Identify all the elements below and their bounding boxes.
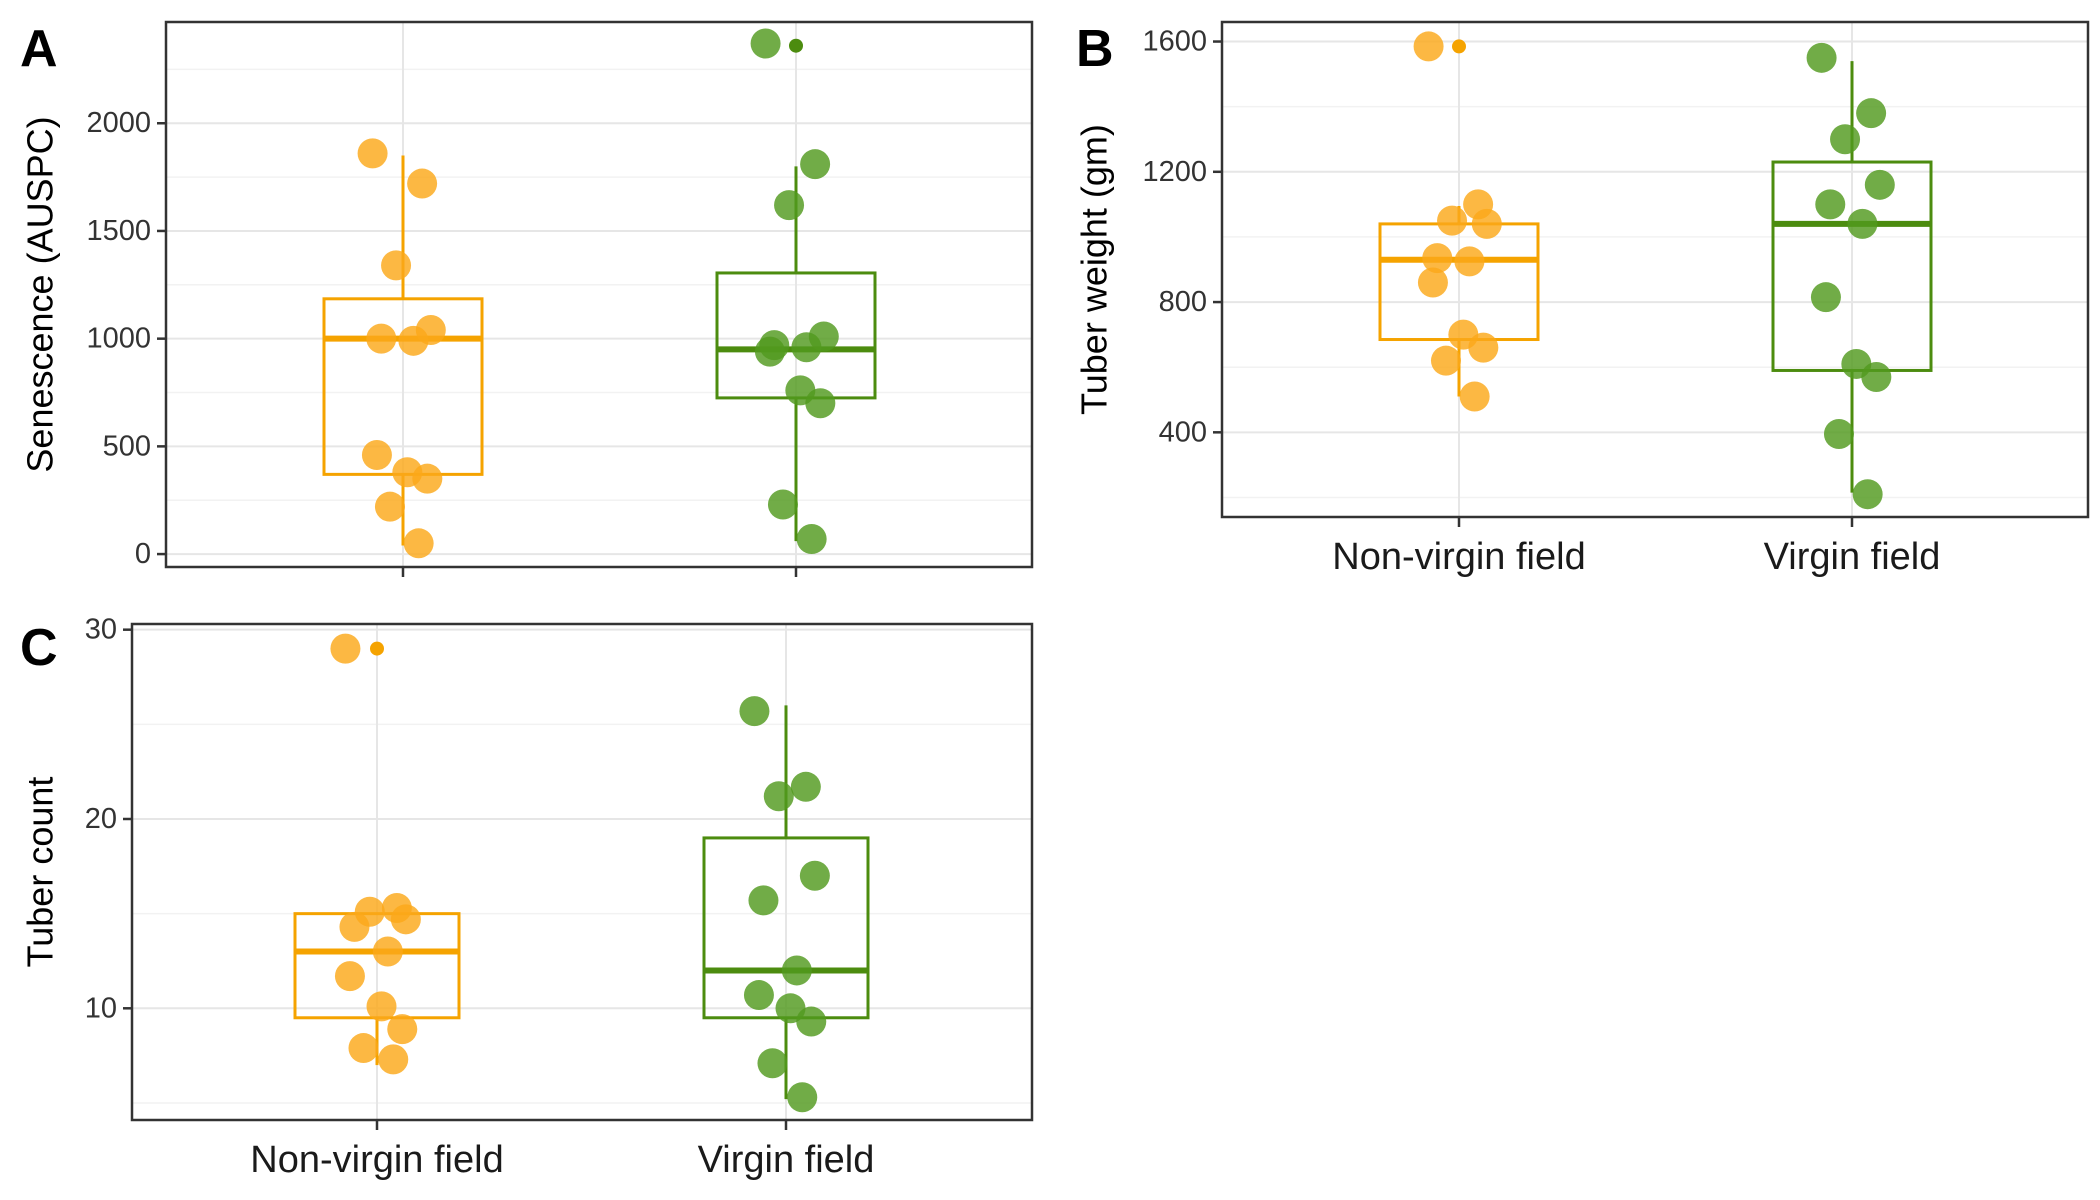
data-point xyxy=(330,633,361,664)
y-tick-label: 500 xyxy=(103,430,151,462)
panel-border xyxy=(130,622,1034,1122)
data-point xyxy=(1422,243,1453,274)
data-point xyxy=(1471,208,1502,239)
data-point xyxy=(1823,418,1854,449)
y-tick-label: 20 xyxy=(85,803,117,835)
outlier-point xyxy=(1452,39,1466,54)
y-tick-label: 1600 xyxy=(1142,26,1207,58)
x-tick-label: Virgin field xyxy=(698,1139,875,1181)
data-point xyxy=(757,1048,788,1079)
data-point xyxy=(334,961,365,992)
data-point xyxy=(1861,361,1892,392)
series-non-virgin-field xyxy=(322,138,484,559)
x-tick-label: Non-virgin field xyxy=(250,1139,503,1181)
panel-letter: B xyxy=(1076,20,1114,78)
data-point xyxy=(800,149,831,180)
data-point xyxy=(796,523,827,554)
outlier-point xyxy=(370,641,384,656)
y-tick-label: 1000 xyxy=(86,323,151,355)
data-point xyxy=(374,491,405,522)
data-point xyxy=(372,936,403,967)
y-tick-label: 1200 xyxy=(1142,156,1207,188)
data-point xyxy=(357,138,388,169)
y-tick-label: 10 xyxy=(85,992,117,1024)
data-point xyxy=(750,28,781,59)
data-point xyxy=(787,1082,818,1113)
y-tick-label: 2000 xyxy=(86,107,151,139)
y-tick-label: 1500 xyxy=(86,215,151,247)
data-point xyxy=(1856,98,1887,129)
plot-background xyxy=(132,624,1032,1120)
data-point xyxy=(748,885,779,916)
data-point xyxy=(407,168,438,199)
data-point xyxy=(799,860,830,891)
y-tick-label: 400 xyxy=(1159,416,1207,448)
data-point xyxy=(339,911,370,942)
data-point xyxy=(754,336,785,367)
data-point xyxy=(387,1014,418,1045)
outlier-point xyxy=(789,38,803,53)
series-non-virgin-field xyxy=(293,633,461,1075)
data-point xyxy=(1864,169,1895,200)
data-point xyxy=(743,980,774,1011)
data-point xyxy=(1454,246,1485,277)
data-point xyxy=(790,771,821,802)
data-point xyxy=(791,332,822,363)
x-tick-label: Non-virgin field xyxy=(1332,536,1585,578)
data-point xyxy=(1810,282,1841,313)
y-tick-label: 30 xyxy=(85,614,117,646)
plot-background xyxy=(1222,22,2088,517)
y-axis-title: Tuber weight (gm) xyxy=(1074,124,1115,415)
data-point xyxy=(1459,381,1490,412)
data-point xyxy=(366,323,397,354)
data-point xyxy=(739,696,770,727)
series-non-virgin-field xyxy=(1378,31,1540,412)
data-point xyxy=(378,1044,409,1075)
data-point xyxy=(398,325,429,356)
x-tick-label: Virgin field xyxy=(1764,536,1941,578)
data-point xyxy=(1413,31,1444,62)
y-axis-title: Tuber count xyxy=(20,777,61,968)
data-point xyxy=(1852,479,1883,510)
data-point xyxy=(1437,205,1468,236)
data-point xyxy=(1806,42,1837,73)
data-point xyxy=(1468,332,1499,363)
data-point xyxy=(763,781,794,812)
panel-border xyxy=(1220,20,2090,519)
series-virgin-field xyxy=(702,696,870,1113)
data-point xyxy=(796,1006,827,1037)
panel-letter: A xyxy=(20,20,58,78)
data-point xyxy=(381,250,412,281)
data-point xyxy=(412,463,443,494)
data-point xyxy=(1847,208,1878,239)
series-virgin-field xyxy=(1771,42,1933,510)
y-tick-label: 800 xyxy=(1159,286,1207,318)
plot-background xyxy=(166,22,1032,567)
panel-border xyxy=(164,20,1034,569)
series-virgin-field xyxy=(715,28,877,554)
data-point xyxy=(1417,267,1448,298)
y-axis-title: Senescence (AUSPC) xyxy=(20,116,61,472)
data-point xyxy=(361,439,392,470)
data-point xyxy=(390,904,421,935)
data-point xyxy=(1815,189,1846,220)
data-point xyxy=(767,489,798,520)
data-point xyxy=(1830,124,1861,155)
panel-c: 10 20 30 Non-virgin field Virgin field Tuber … xyxy=(20,614,1034,1181)
y-tick-label: 0 xyxy=(135,538,151,570)
panel-b: 400 800 1200 1600 Non-virgin field Virgin fie… xyxy=(1074,20,2090,578)
data-point xyxy=(1430,345,1461,376)
data-point xyxy=(348,1033,379,1064)
panel-a: 0 500 1000 1500 2000 Senescence (AUSPC) A xyxy=(20,20,1034,577)
data-point xyxy=(781,955,812,986)
data-point xyxy=(366,991,397,1022)
data-point xyxy=(403,528,434,559)
data-point xyxy=(805,388,836,419)
data-point xyxy=(774,190,805,221)
panel-letter: C xyxy=(20,619,58,677)
